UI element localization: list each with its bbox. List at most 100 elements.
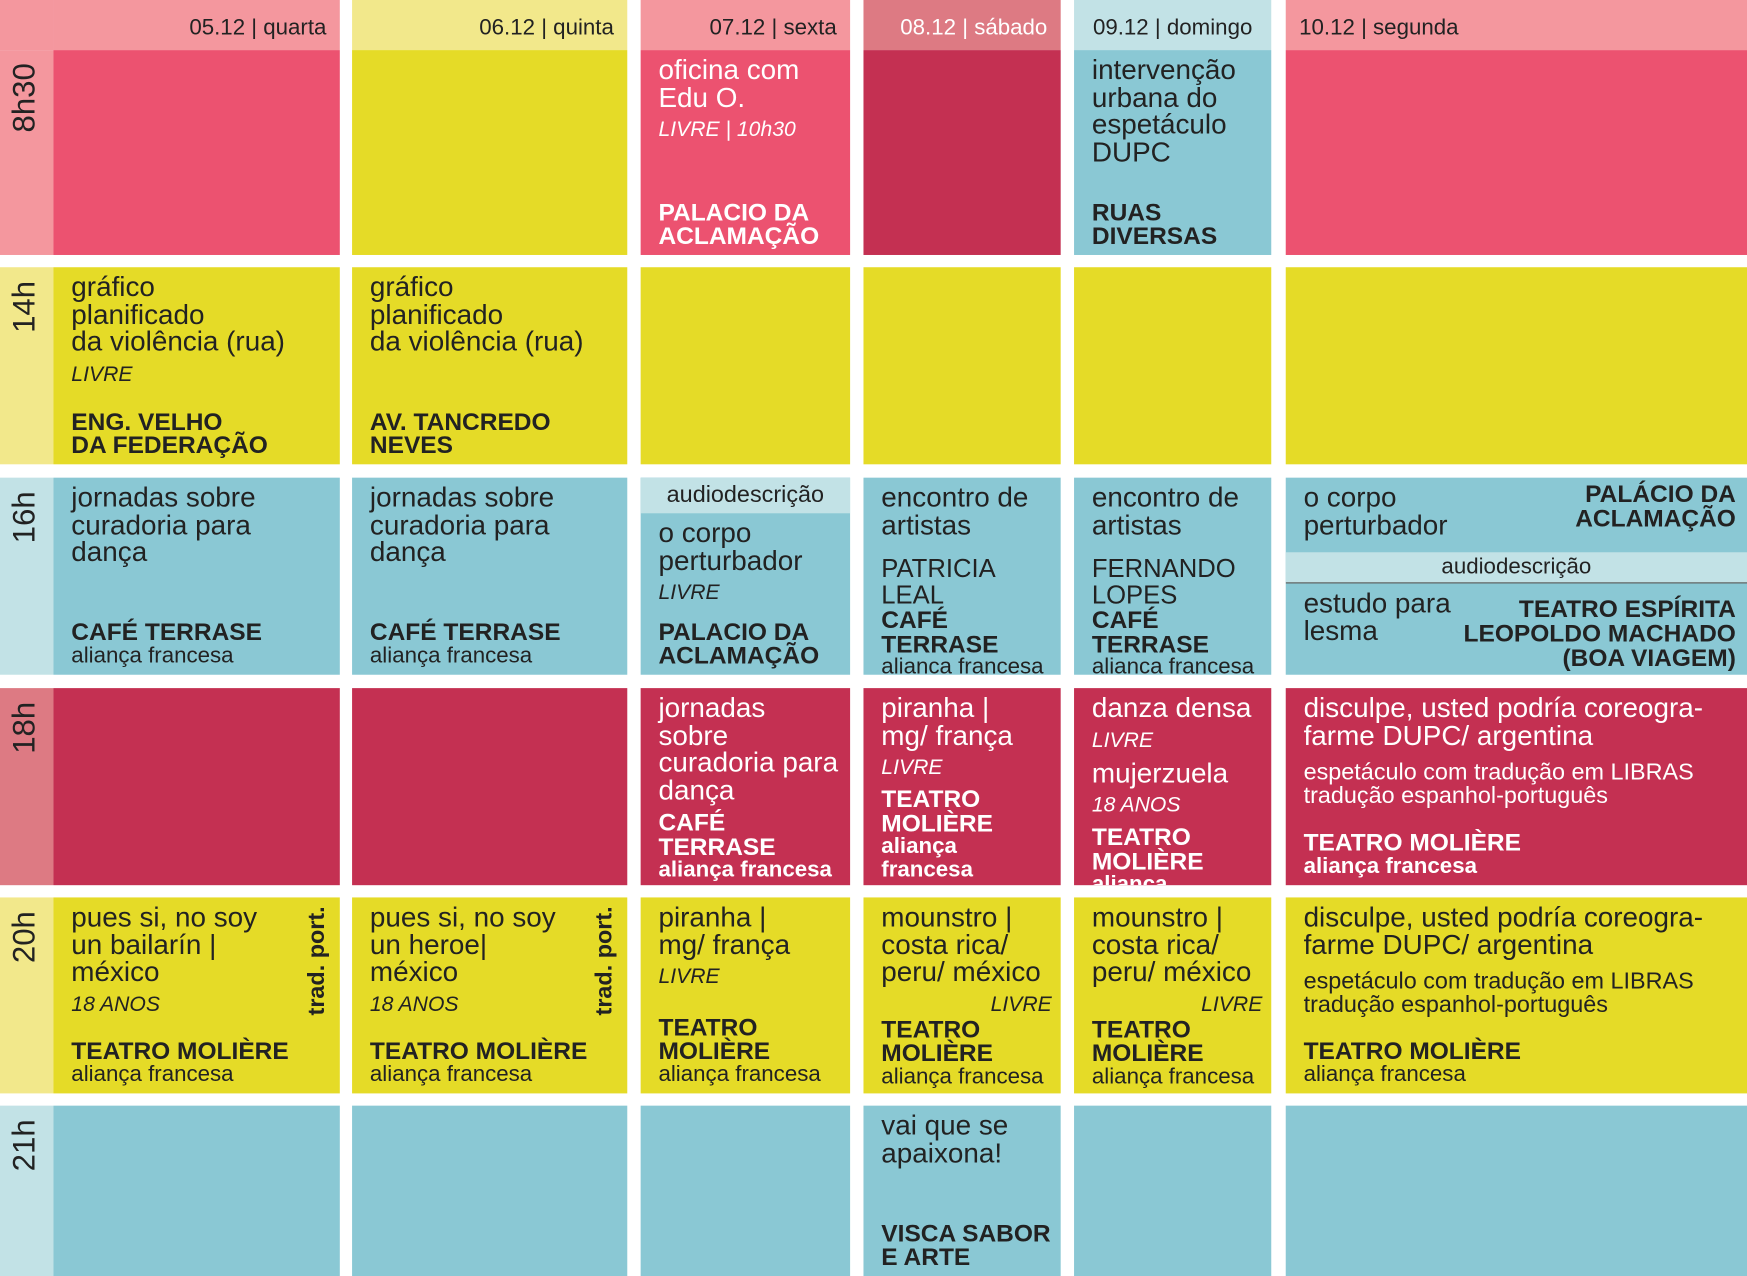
venue: PALACIO DA ACLAMAÇÃO: [658, 198, 820, 250]
title: intervenção urbana do espetáculo DUPC: [1091, 54, 1236, 168]
event-cell: disculpe, usted podría coreogra- farme D…: [1285, 688, 1747, 886]
event-cell: intervenção urbana do espetáculo DUPC RUA…: [1074, 50, 1272, 255]
event-cell: [53, 50, 340, 255]
tag-right: LIVRE: [1201, 992, 1263, 1017]
info: espetáculo com tradução em LIBRAS traduç…: [1303, 759, 1694, 809]
title: o corpo perturbador: [1303, 482, 1448, 541]
event-cell: [863, 50, 1061, 255]
title: jornadas sobre curadoria para dança: [369, 482, 555, 568]
venue: TEATRO MOLIÈRE: [1091, 1014, 1204, 1067]
venue: CAFÉ TERRASE: [1091, 606, 1210, 658]
title: o corpo perturbador: [658, 517, 803, 577]
day-header: 06.12 | quinta: [352, 0, 628, 51]
event-cell: [352, 50, 628, 255]
venue: TEATRO MOLIÈRE: [881, 1014, 993, 1067]
time-label: 14h: [0, 267, 54, 465]
day-header: 07.12 | sexta: [640, 0, 851, 51]
event-cell: oficina com Edu O. LIVRE | 10h30 PALACIO D…: [640, 50, 851, 255]
venue: ENG. VELHO DA FEDERAÇÃO: [71, 407, 268, 460]
tag: 18 ANOS: [369, 992, 459, 1017]
note: audiodescrição: [640, 477, 851, 514]
day-header: 10.12 | segunda: [1285, 0, 1747, 51]
event-cell: [1285, 50, 1747, 255]
event-cell: jornadas sobre curadoria para dança CAFÉ …: [352, 477, 628, 675]
place: aliança francesa: [1091, 871, 1168, 886]
title: encontro de artistas: [1091, 482, 1239, 541]
title: piranha | mg/ frança: [881, 692, 1013, 752]
event-cell: piranha | mg/ frança LIVRE TEATRO MOLIÈRE a…: [640, 897, 851, 1094]
time-label: 18h: [0, 688, 54, 886]
event-cell: mounstro | costa rica/ peru/ méxico LIVRE…: [1074, 897, 1272, 1094]
corner: [0, 0, 54, 51]
side: trad. port.: [304, 906, 330, 1016]
venue-right: PALÁCIO DA ACLAMAÇÃO: [1575, 479, 1736, 533]
tag2: 18 ANOS: [1091, 793, 1181, 818]
title: vai que se apaixona!: [881, 1110, 1009, 1169]
guest: PATRICIA LEAL: [881, 553, 995, 610]
venue: TEATRO MOLIÈRE: [369, 1037, 588, 1065]
place: aliança francesa: [1091, 1063, 1255, 1089]
venue: CAFÉ TERRASE: [881, 606, 999, 658]
event-cell: pues si, no soy un heroe| méxico trad. po…: [352, 897, 628, 1094]
title: mounstro | costa rica/ peru/ méxico: [1091, 901, 1252, 988]
venue: VISCA SABOR E ARTE: [881, 1219, 1051, 1271]
venue: TEATRO MOLIÈRE: [658, 1013, 771, 1065]
title: gráfico planificado da violência (rua): [369, 271, 584, 358]
time-label: 20h: [0, 897, 54, 1094]
title: disculpe, usted podría coreogra- farme D…: [1303, 692, 1704, 752]
tag: LIVRE: [1091, 728, 1154, 753]
title: jornadas sobre curadoria para dança: [658, 692, 839, 806]
venue: PALACIO DA ACLAMAÇÃO: [658, 617, 820, 670]
place: aliança francesa: [658, 857, 832, 882]
venue: TEATRO MOLIÈRE: [881, 784, 993, 837]
note-bar: audiodescrição: [1285, 552, 1747, 584]
tag: LIVRE: [881, 756, 943, 780]
info: espetáculo com tradução em LIBRAS traduç…: [1303, 968, 1694, 1018]
place: aliança francesa: [1303, 1062, 1466, 1087]
title: gráfico planificado da violência (rua): [71, 271, 285, 358]
title: oficina com Edu O.: [658, 54, 800, 114]
event-cell: [1074, 267, 1272, 465]
event-cell: [863, 267, 1061, 465]
event-cell: mounstro | costa rica/ peru/ méxico LIVRE…: [863, 897, 1061, 1094]
event-cell: encontro de artistas FERNANDO LOPES CAFÉ T…: [1074, 477, 1272, 675]
place: aliança francesa: [658, 1062, 821, 1087]
event-cell: pues si, no soy un bailarín | méxico trad…: [53, 897, 340, 1094]
place: aliança francesa: [71, 1062, 234, 1087]
title: mounstro | costa rica/ peru/ méxico: [881, 901, 1041, 988]
day-header: 05.12 | quarta: [53, 0, 340, 51]
tag: 18 ANOS: [71, 992, 160, 1017]
event-cell: o corpo perturbador PALÁCIO DA ACLAMAÇÃO a…: [1285, 477, 1747, 675]
title: disculpe, usted podría coreogra- farme D…: [1303, 901, 1704, 961]
time-label: 21h: [0, 1105, 54, 1276]
event-cell: [640, 1105, 851, 1276]
event-cell: [1285, 1105, 1747, 1276]
place: alianca francesa: [881, 655, 1044, 675]
day-header: 09.12 | domingo: [1074, 0, 1272, 51]
tag: LIVRE: [658, 965, 720, 989]
venue: TEATRO MOLIÈRE: [1303, 1037, 1522, 1065]
place: aliança francesa: [71, 643, 234, 669]
event-cell: encontro de artistas PATRICIA LEAL CAFÉ TE…: [863, 477, 1061, 675]
event-cell: piranha | mg/ frança LIVRE TEATRO MOLIÈRE a…: [863, 688, 1061, 886]
place: aliança francesa: [1303, 854, 1477, 879]
title: danza densa: [1091, 692, 1252, 724]
event-cell: [352, 688, 628, 886]
time-label: 16h: [0, 477, 54, 675]
tag-right: LIVRE: [990, 992, 1052, 1017]
time-label: 8h30: [0, 50, 54, 255]
title: pues si, no soy un heroe| méxico: [369, 901, 556, 988]
venue: RUAS DIVERSAS: [1091, 198, 1218, 250]
side: trad. port.: [591, 906, 618, 1016]
title: piranha | mg/ frança: [658, 901, 791, 961]
venue: CAFÉ TERRASE: [658, 808, 776, 861]
venue: TEATRO MOLIÈRE: [1091, 822, 1204, 875]
event-cell: jornadas sobre curadoria para dança CAFÉ …: [53, 477, 340, 675]
place: aliança francesa: [369, 643, 533, 669]
place: aliança francesa: [881, 1063, 1044, 1089]
place: alianca francesa: [1091, 655, 1255, 675]
tag: LIVRE: [658, 581, 720, 605]
tag: LIVRE: [71, 362, 133, 386]
